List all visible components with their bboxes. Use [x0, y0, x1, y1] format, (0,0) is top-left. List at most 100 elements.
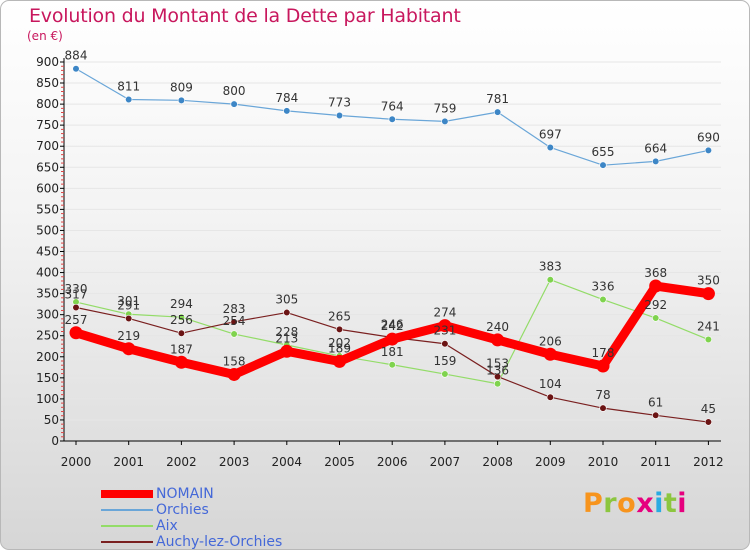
data-point: [335, 111, 344, 120]
data-point: [72, 303, 80, 312]
data-label: 781: [486, 92, 509, 106]
data-label: 213: [275, 331, 298, 345]
data-label: 764: [381, 99, 404, 113]
data-point: [546, 143, 554, 152]
y-tick-label: 450: [36, 245, 59, 259]
x-tick-label: 2008: [482, 455, 513, 469]
data-point: [596, 359, 610, 373]
data-point: [599, 295, 607, 304]
legend-swatch: [101, 541, 153, 543]
data-point: [701, 287, 715, 301]
data-point: [441, 340, 449, 348]
data-point: [652, 411, 660, 419]
logo-letter: P: [583, 488, 604, 519]
proxiti-logo: Proxiti: [583, 488, 687, 519]
data-point: [441, 370, 449, 378]
y-tick-label: 350: [36, 287, 59, 301]
logo-letter: t: [663, 488, 678, 519]
y-tick-label: 400: [36, 266, 59, 280]
data-label: 256: [170, 313, 193, 327]
gridlines: [64, 61, 721, 442]
data-labels: 317 291 256 283 305 265 246 231 153 104 78 61 45: [65, 288, 716, 417]
y-tick-labels: 0 50 100 150 200 250 300 350 400 450 500 550 600 650 7…: [36, 55, 64, 448]
data-label: 301: [117, 294, 140, 308]
data-point: [333, 354, 346, 368]
data-label: 274: [433, 306, 456, 320]
data-label: 773: [328, 95, 351, 109]
data-point: [122, 342, 136, 356]
data-label: 655: [592, 145, 615, 159]
data-point: [335, 325, 344, 334]
data-point: [599, 161, 607, 169]
data-point: [652, 157, 660, 165]
y-tick-label: 850: [36, 76, 59, 90]
y-tick-label: 550: [36, 202, 59, 216]
logo-letter: o: [617, 488, 637, 519]
x-tick-label: 2009: [535, 455, 566, 469]
legend-swatch: [101, 490, 153, 498]
logo-letter: r: [603, 488, 618, 519]
data-point: [230, 330, 238, 338]
data-point: [385, 332, 399, 346]
data-point: [280, 344, 294, 358]
x-tick-label: 2012: [693, 455, 724, 469]
x-tick-labels: 2000 2001 2002 2003 2004 2005 2006 2007 2008 2009…: [61, 441, 724, 469]
y-tick-label: 150: [36, 371, 59, 385]
data-label: 330: [65, 282, 88, 296]
data-point: [494, 380, 502, 388]
data-label: 811: [117, 79, 140, 93]
legend-label: Orchies: [156, 502, 209, 518]
data-label: 181: [381, 345, 404, 359]
data-label: 241: [697, 320, 720, 334]
chart-title: Evolution du Montant de la Dette par Hab…: [29, 5, 461, 27]
data-label: 884: [65, 49, 88, 63]
data-point: [227, 367, 241, 381]
data-point: [652, 314, 660, 322]
data-point: [491, 333, 505, 347]
data-label: 383: [539, 260, 562, 274]
data-label: 202: [328, 336, 351, 350]
data-label: 187: [170, 342, 193, 356]
data-label: 294: [170, 297, 193, 311]
data-point: [704, 146, 713, 155]
data-point: [230, 100, 238, 108]
x-tick-label: 2001: [113, 455, 144, 469]
data-label: 240: [486, 320, 509, 334]
data-point: [177, 313, 185, 321]
x-tick-label: 2000: [61, 455, 92, 469]
unit-label: (en €): [27, 29, 63, 43]
x-tick-label: 2002: [166, 455, 197, 469]
legend-label: Aix: [156, 518, 178, 534]
data-point: [438, 319, 452, 333]
data-label: 336: [592, 280, 615, 294]
data-label: 231: [433, 324, 456, 338]
y-tick-label: 300: [36, 308, 59, 322]
data-label: 178: [592, 346, 615, 360]
data-point: [546, 393, 554, 401]
data-point: [283, 308, 291, 317]
legend-label: NOMAIN: [156, 486, 214, 502]
data-label: 697: [539, 127, 562, 141]
data-label: 257: [65, 313, 88, 327]
data-point: [283, 107, 291, 115]
data-point: [177, 329, 185, 337]
data-point: [72, 65, 80, 73]
y-tick-label: 800: [36, 97, 59, 111]
data-label: 292: [644, 298, 667, 312]
legend-swatch: [101, 509, 153, 511]
data-label: 189: [328, 341, 351, 355]
y-tick-label: 750: [36, 118, 59, 132]
data-point: [441, 117, 449, 125]
data-label: 158: [223, 354, 246, 368]
data-point: [69, 326, 83, 340]
data-point: [543, 347, 557, 361]
y-tick-label: 200: [36, 350, 59, 364]
legend-label: Auchy-lez-Orchies: [156, 534, 283, 550]
data-point: [494, 108, 502, 116]
data-label: 784: [275, 91, 298, 105]
logo-letter: i: [677, 488, 688, 519]
data-point: [704, 418, 713, 426]
data-label: 254: [223, 314, 246, 328]
x-tick-label: 2003: [219, 455, 250, 469]
